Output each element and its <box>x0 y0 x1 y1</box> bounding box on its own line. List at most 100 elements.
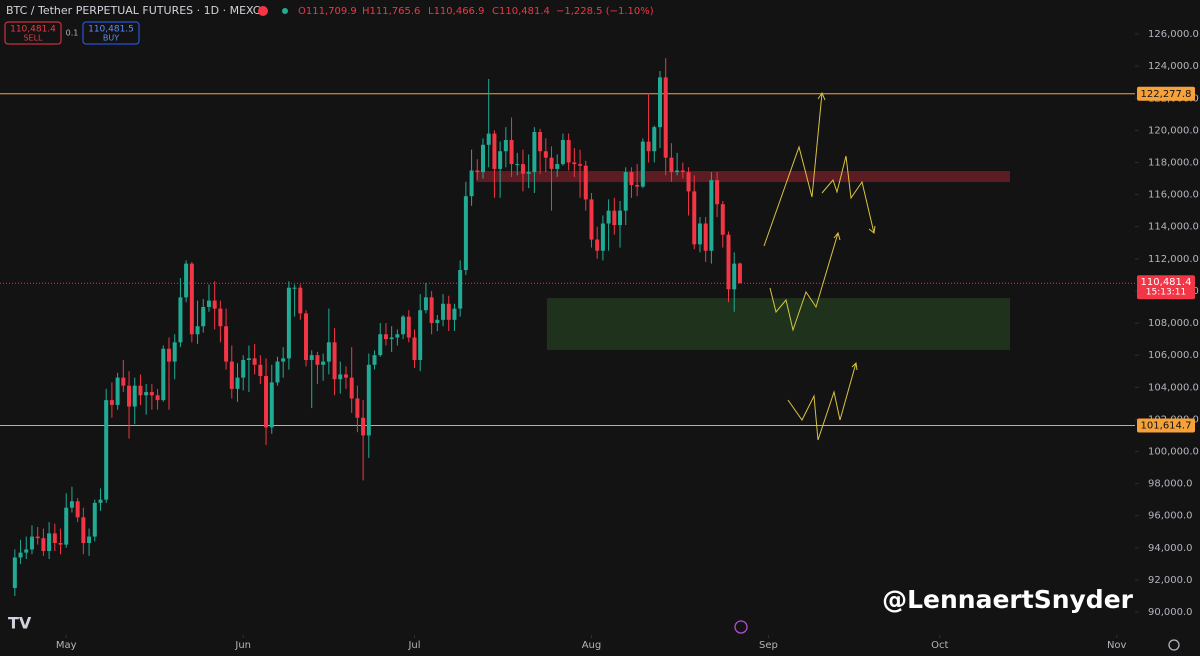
candle-body <box>361 417 366 436</box>
y-tick-label: 120,000.0 <box>1148 125 1199 136</box>
candle-body <box>663 77 668 158</box>
y-tick-label: 126,000.0 <box>1148 29 1199 40</box>
candle-body <box>566 140 571 163</box>
candle-body <box>275 361 280 383</box>
level-tag <box>1137 86 1195 101</box>
candle-body <box>355 398 360 418</box>
ohlc-legend: O111,709.9 H111,765.6 L110,466.9 C110,481.4… <box>298 6 654 17</box>
candle-body <box>189 263 194 335</box>
candle-body <box>555 164 560 169</box>
buy-price: 110,481.5 <box>88 25 134 35</box>
projection-path <box>787 362 857 441</box>
candle-body <box>418 310 423 360</box>
candle-body <box>606 210 611 224</box>
candle-body <box>646 141 651 152</box>
x-tick-label: Oct <box>931 640 948 651</box>
candle-body <box>503 140 508 152</box>
y-tick-label: 100,000.0 <box>1148 446 1199 457</box>
candle-body <box>115 377 120 405</box>
candle-body <box>195 326 200 335</box>
candle-body <box>229 361 234 389</box>
candle-body <box>520 164 525 174</box>
candle-body <box>338 374 343 380</box>
candle-body <box>332 342 337 380</box>
candle-body <box>161 348 166 401</box>
candle-body <box>264 376 269 428</box>
x-tick-label: Aug <box>582 640 602 651</box>
watermark: @LennaertSnyder <box>882 585 1134 614</box>
candle-body <box>304 313 309 360</box>
candle-body <box>258 364 263 377</box>
event-icon[interactable] <box>734 620 748 634</box>
x-tick-label: Jul <box>407 640 420 651</box>
candle-body <box>549 157 554 169</box>
candle-body <box>349 377 354 399</box>
candle-body <box>720 204 725 235</box>
buy-button[interactable] <box>82 21 140 45</box>
candle-body <box>383 334 388 340</box>
candle-body <box>401 316 406 335</box>
y-tick-label: 118,000.0 <box>1148 157 1199 168</box>
candle-body <box>686 172 691 192</box>
candle-body <box>12 557 17 588</box>
last-price-label: 110,481.4 <box>1141 277 1192 288</box>
y-tick-label: 94,000.0 <box>1148 543 1193 554</box>
candle-body <box>326 342 331 362</box>
arrow-head <box>817 91 826 101</box>
candle-body <box>58 543 63 545</box>
candle-body <box>475 170 480 173</box>
candle-body <box>543 151 548 158</box>
candle-body <box>737 263 742 284</box>
y-tick-label: 106,000.0 <box>1148 350 1199 361</box>
x-tick-label: Sep <box>759 640 778 651</box>
candle-body <box>218 308 223 327</box>
candle-body <box>252 358 257 365</box>
settings-icon[interactable] <box>1168 639 1180 651</box>
candle-body <box>486 133 491 145</box>
countdown: 15:13:11 <box>1146 288 1186 298</box>
candle-body <box>309 355 314 360</box>
ohlc-value: C110,481.4 <box>492 6 550 17</box>
candle-body <box>172 342 177 362</box>
candle-body <box>184 263 189 298</box>
candle-body <box>246 358 251 360</box>
candle-body <box>652 127 657 152</box>
zones <box>476 170 1010 351</box>
candle-body <box>292 287 297 289</box>
sell-button[interactable] <box>4 21 62 45</box>
y-tick-label: 96,000.0 <box>1148 511 1193 522</box>
candle-body <box>286 287 291 359</box>
candle-body <box>715 180 720 205</box>
arrow-head <box>851 361 858 371</box>
candle-body <box>441 303 446 320</box>
level-label: 122,277.8 <box>1141 89 1192 100</box>
candle-body <box>298 287 303 314</box>
candle-body <box>560 140 565 165</box>
candle-body <box>578 164 583 166</box>
candle-body <box>24 549 29 553</box>
buy-label: BUY <box>103 34 119 43</box>
projection-path <box>821 155 875 234</box>
candle-body <box>81 517 86 544</box>
projections <box>763 91 876 441</box>
candle-body <box>47 533 52 552</box>
candle-body <box>618 210 623 226</box>
candles <box>12 58 742 596</box>
ohlc-value: H111,765.6 <box>362 6 420 17</box>
candle-body <box>635 184 640 187</box>
level-tag <box>1137 418 1195 433</box>
candle-body <box>281 358 286 362</box>
candle-body <box>669 157 674 173</box>
candle-body <box>224 326 229 362</box>
x-tick-label: May <box>56 640 77 651</box>
candle-body <box>178 297 183 343</box>
candle-body <box>201 306 206 327</box>
arrow-head <box>833 231 841 241</box>
candle-body <box>452 308 457 320</box>
candle-body <box>269 382 274 428</box>
candle-body <box>709 180 714 251</box>
candle-body <box>526 172 531 174</box>
y-tick-label: 104,000.0 <box>1148 382 1199 393</box>
candle-body <box>109 400 114 405</box>
